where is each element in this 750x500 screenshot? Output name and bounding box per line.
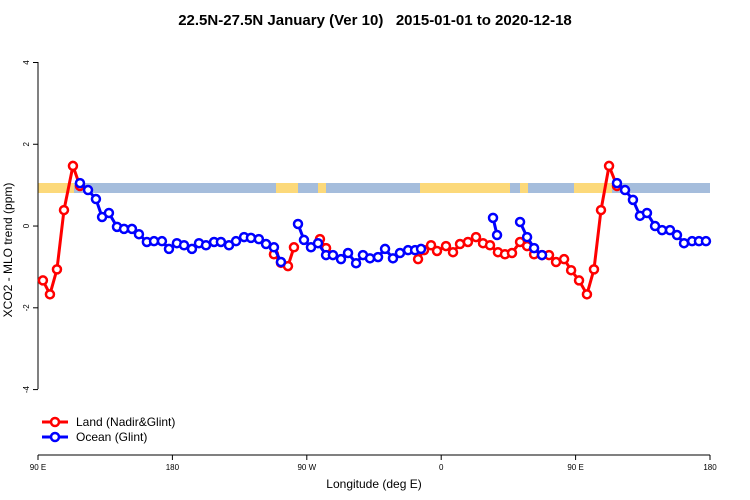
- x-tick-label: 90 E: [30, 463, 46, 472]
- data-point: [372, 251, 384, 263]
- x-axis-label: Longitude (deg E): [326, 477, 421, 491]
- data-point: [521, 231, 533, 243]
- data-point: [447, 246, 459, 258]
- land-ocean-strip: [38, 183, 710, 193]
- data-point: [90, 193, 102, 205]
- data-point: [292, 218, 304, 230]
- data-point: [558, 253, 570, 265]
- data-point: [573, 275, 585, 286]
- data-point: [245, 232, 257, 244]
- data-point: [37, 275, 49, 286]
- data-point: [133, 228, 145, 240]
- data-point: [44, 289, 56, 300]
- y-tick-label: 2: [22, 141, 31, 146]
- x-tick-label: 180: [703, 463, 717, 472]
- data-point: [603, 160, 615, 172]
- data-point: [611, 177, 623, 189]
- data-point: [627, 194, 639, 206]
- y-tick-label: -4: [22, 385, 31, 393]
- data-point: [126, 223, 138, 235]
- data-point: [163, 243, 175, 255]
- data-point: [678, 237, 690, 249]
- legend-label: Ocean (Glint): [76, 430, 147, 444]
- data-point: [379, 243, 391, 255]
- data-point: [327, 249, 339, 261]
- data-point: [440, 240, 452, 252]
- data-point: [470, 231, 482, 243]
- data-point: [275, 256, 287, 268]
- data-point: [671, 229, 683, 241]
- data-point: [215, 236, 227, 248]
- data-point: [484, 240, 496, 251]
- data-point: [664, 224, 676, 236]
- y-tick-label: -2: [22, 304, 31, 312]
- data-point: [387, 253, 399, 264]
- data-point: [51, 264, 63, 275]
- y-tick-label: 4: [22, 60, 31, 65]
- data-point: [487, 212, 499, 224]
- data-point: [298, 234, 310, 246]
- y-tick-label: 0: [22, 223, 31, 228]
- data-point: [67, 160, 79, 172]
- data-point: [394, 247, 406, 259]
- x-tick-label: 180: [166, 463, 180, 472]
- x-tick-label: 90 W: [297, 463, 316, 472]
- data-point: [342, 247, 354, 259]
- data-point: [491, 229, 503, 241]
- data-point: [156, 235, 168, 247]
- data-point: [425, 240, 437, 251]
- data-point: [350, 257, 362, 269]
- data-point: [536, 249, 548, 261]
- data-point: [514, 216, 526, 228]
- data-point: [335, 253, 347, 265]
- data-point: [581, 289, 593, 300]
- data-point: [103, 207, 115, 219]
- legend-item: Land (Nadir&Glint): [42, 415, 175, 429]
- legend-marker: [49, 431, 61, 443]
- data-point: [595, 204, 607, 216]
- y-axis-label: XCO2 - MLO trend (ppm): [1, 183, 15, 318]
- data-point: [364, 253, 376, 264]
- data-point: [253, 233, 265, 245]
- series-line: [78, 181, 706, 266]
- data-point: [619, 184, 631, 196]
- data-point: [641, 207, 653, 219]
- data-point: [431, 245, 443, 257]
- data-point: [178, 240, 190, 251]
- legend-marker: [49, 416, 61, 428]
- data-point: [200, 240, 212, 251]
- data-point: [412, 253, 424, 265]
- data-point: [288, 242, 300, 253]
- data-point: [700, 235, 712, 247]
- x-tick-label: 90 E: [567, 463, 583, 472]
- legend-item: Ocean (Glint): [42, 430, 147, 444]
- data-point: [268, 242, 280, 253]
- data-point: [58, 204, 70, 216]
- data-point: [528, 242, 540, 254]
- data-point: [588, 264, 600, 275]
- data-point: [186, 243, 198, 255]
- data-point: [550, 256, 562, 268]
- data-point: [506, 247, 518, 259]
- legend-label: Land (Nadir&Glint): [76, 415, 175, 429]
- chart-title: 22.5N-27.5N January (Ver 10) 2015-01-01 …: [178, 12, 572, 29]
- data-point: [415, 243, 427, 255]
- data-point: [74, 177, 86, 189]
- data-point: [230, 235, 242, 247]
- data-point: [565, 264, 577, 276]
- data-point: [312, 237, 324, 249]
- x-tick-label: 0: [439, 463, 444, 472]
- data-point: [82, 184, 94, 196]
- data-point: [462, 236, 474, 248]
